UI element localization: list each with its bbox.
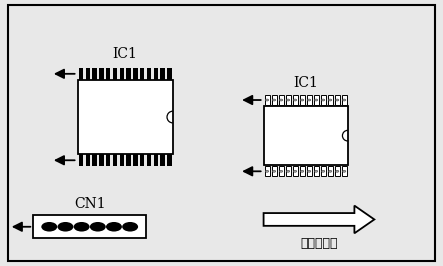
Circle shape bbox=[315, 171, 318, 172]
Circle shape bbox=[280, 99, 283, 101]
Bar bbox=[154, 68, 158, 80]
Bar bbox=[99, 154, 104, 166]
Circle shape bbox=[343, 171, 346, 172]
Bar bbox=[307, 95, 312, 105]
Bar bbox=[264, 106, 348, 165]
Bar bbox=[293, 166, 298, 176]
Bar bbox=[160, 68, 165, 80]
Bar bbox=[154, 154, 158, 166]
Bar bbox=[140, 154, 144, 166]
Circle shape bbox=[272, 99, 276, 101]
Bar bbox=[92, 154, 97, 166]
Bar bbox=[342, 95, 347, 105]
Bar bbox=[33, 215, 146, 238]
Circle shape bbox=[58, 222, 74, 231]
Bar bbox=[286, 95, 291, 105]
Bar bbox=[133, 154, 138, 166]
Circle shape bbox=[294, 99, 297, 101]
Bar bbox=[147, 154, 151, 166]
Bar bbox=[99, 68, 104, 80]
Text: IC1: IC1 bbox=[293, 76, 318, 90]
Bar bbox=[113, 154, 117, 166]
Bar bbox=[106, 68, 110, 80]
Circle shape bbox=[265, 171, 268, 172]
Bar bbox=[328, 166, 333, 176]
Bar bbox=[328, 95, 333, 105]
Bar bbox=[314, 95, 319, 105]
Bar bbox=[279, 95, 284, 105]
Bar bbox=[314, 166, 319, 176]
Circle shape bbox=[272, 171, 276, 172]
Bar bbox=[299, 166, 305, 176]
Bar bbox=[79, 68, 83, 80]
Bar bbox=[167, 154, 171, 166]
Bar bbox=[286, 166, 291, 176]
Circle shape bbox=[329, 171, 332, 172]
Circle shape bbox=[106, 222, 122, 231]
Circle shape bbox=[280, 171, 283, 172]
Bar bbox=[106, 154, 110, 166]
Circle shape bbox=[90, 222, 106, 231]
Bar bbox=[264, 166, 270, 176]
Circle shape bbox=[315, 99, 318, 101]
Circle shape bbox=[307, 99, 311, 101]
Circle shape bbox=[74, 222, 89, 231]
Bar bbox=[147, 68, 151, 80]
Bar bbox=[321, 166, 326, 176]
Bar bbox=[79, 154, 83, 166]
Circle shape bbox=[265, 99, 268, 101]
Circle shape bbox=[336, 171, 339, 172]
Circle shape bbox=[307, 171, 311, 172]
Circle shape bbox=[301, 171, 304, 172]
Text: IC1: IC1 bbox=[113, 47, 138, 61]
Circle shape bbox=[322, 171, 325, 172]
Bar bbox=[126, 154, 131, 166]
Bar bbox=[264, 95, 270, 105]
Circle shape bbox=[322, 99, 325, 101]
Bar bbox=[335, 95, 340, 105]
Text: CN1: CN1 bbox=[74, 197, 105, 211]
Circle shape bbox=[343, 99, 346, 101]
Bar bbox=[272, 95, 276, 105]
Circle shape bbox=[294, 171, 297, 172]
Circle shape bbox=[301, 99, 304, 101]
Bar bbox=[293, 95, 298, 105]
Bar bbox=[120, 68, 124, 80]
Bar bbox=[307, 166, 312, 176]
Polygon shape bbox=[264, 206, 374, 233]
Bar bbox=[78, 80, 173, 154]
Bar bbox=[167, 68, 171, 80]
Circle shape bbox=[122, 222, 138, 231]
Bar bbox=[133, 68, 138, 80]
Circle shape bbox=[336, 99, 339, 101]
Text: 过波峰方向: 过波峰方向 bbox=[300, 237, 338, 250]
Bar bbox=[85, 68, 90, 80]
Bar bbox=[140, 68, 144, 80]
Circle shape bbox=[287, 171, 290, 172]
Circle shape bbox=[287, 99, 290, 101]
Bar bbox=[113, 68, 117, 80]
Bar bbox=[160, 154, 165, 166]
Bar bbox=[92, 68, 97, 80]
Bar bbox=[120, 154, 124, 166]
Bar bbox=[321, 95, 326, 105]
Circle shape bbox=[329, 99, 332, 101]
Bar bbox=[299, 95, 305, 105]
Bar bbox=[279, 166, 284, 176]
Bar bbox=[335, 166, 340, 176]
Circle shape bbox=[41, 222, 57, 231]
Bar bbox=[272, 166, 276, 176]
Bar bbox=[126, 68, 131, 80]
Bar bbox=[85, 154, 90, 166]
Bar bbox=[342, 166, 347, 176]
